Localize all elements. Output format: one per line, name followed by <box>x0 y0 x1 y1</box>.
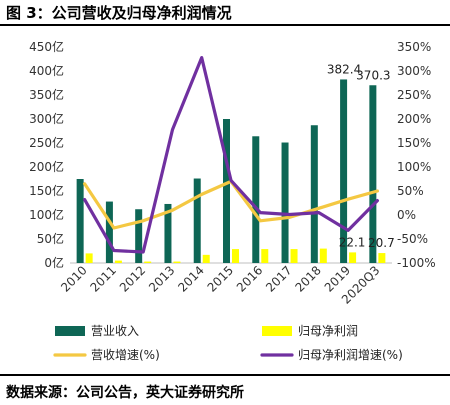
right-axis-tick: 350% <box>397 40 431 54</box>
net-profit-bar <box>114 260 122 263</box>
net-profit-bar <box>378 253 386 263</box>
revenue-bar <box>135 209 143 263</box>
legend-label: 营收增速(%) <box>91 348 160 362</box>
legend-label: 归母净利润 <box>298 324 358 338</box>
left-axis-tick: 450亿 <box>29 39 64 54</box>
revenue-bar <box>223 119 230 263</box>
left-axis-tick: 150亿 <box>29 183 64 198</box>
legend-swatch <box>262 326 292 336</box>
right-axis-tick: 0% <box>397 208 416 222</box>
net-profit-bar <box>85 253 93 263</box>
revenue-profit-chart: 0亿 50亿 100亿 150亿 200亿 250亿 300亿 350亿 400亿 450亿 -10… <box>29 39 436 362</box>
revenue-bar <box>252 136 260 263</box>
figure-title-bar: 图 3：公司营收及归母净利润情况 <box>0 0 450 26</box>
legend-label: 营业收入 <box>91 324 139 338</box>
x-axis-tick: 2017 <box>263 263 294 294</box>
left-axis-tick: 350亿 <box>29 87 64 102</box>
net-profit-bar <box>290 249 298 263</box>
data-label: 370.3 <box>356 68 390 82</box>
x-axis-tick: 2014 <box>175 263 206 294</box>
net-profit-bar <box>202 254 210 263</box>
right-axis-tick: 250% <box>397 88 431 102</box>
left-axis-tick: 100亿 <box>29 207 64 222</box>
net-profit-bar <box>261 249 269 263</box>
revenue-bar <box>76 179 84 263</box>
revenue-bar <box>164 203 172 263</box>
left-axis-tick: 200亿 <box>29 159 64 174</box>
figure-title: 图 3：公司营收及归母净利润情况 <box>6 4 232 22</box>
right-axis-tick: 150% <box>397 136 431 150</box>
left-axis-tick: 0亿 <box>44 255 64 270</box>
source-note: 数据来源：公司公告，英大证券研究所 <box>6 385 244 401</box>
right-axis-tick: 100% <box>397 160 431 174</box>
left-axis-tick: 300亿 <box>29 111 64 126</box>
x-axis-tick: 2015 <box>205 263 236 294</box>
net-profit-bar <box>144 261 152 263</box>
right-axis-tick: 300% <box>397 64 431 78</box>
legend-label: 归母净利润增速(%) <box>298 348 403 362</box>
left-axis-tick: 400亿 <box>29 63 64 78</box>
left-axis-tick: 250亿 <box>29 135 64 150</box>
x-axis-tick: 2013 <box>146 263 177 294</box>
right-axis-tick: -100% <box>397 256 436 270</box>
revenue-bar <box>369 85 377 263</box>
revenue-bar <box>340 79 348 263</box>
right-axis-tick: -50% <box>397 232 428 246</box>
right-axis-tick: 200% <box>397 112 431 126</box>
legend-swatch <box>55 326 85 336</box>
net-profit-bar <box>173 261 181 263</box>
revenue-bar <box>193 178 201 263</box>
data-label: 20.7 <box>368 236 395 250</box>
revenue-bar <box>105 201 113 263</box>
x-axis-tick: 2018 <box>292 263 323 294</box>
x-axis-tick: 2011 <box>88 263 119 294</box>
net-profit-bar <box>232 249 239 263</box>
revenue-bar <box>310 125 318 264</box>
data-label: 22.1 <box>339 235 366 249</box>
left-axis-tick: 50亿 <box>37 231 64 246</box>
source-bar: 数据来源：公司公告，英大证券研究所 <box>0 374 450 405</box>
x-axis-tick: 2016 <box>234 263 265 294</box>
data-label: 382.4 <box>327 62 361 76</box>
net-profit-bar <box>349 252 357 263</box>
x-axis-tick: 2012 <box>117 263 148 294</box>
revenue-bar <box>281 142 289 263</box>
net-profit-growth-line <box>82 56 379 254</box>
net-profit-bar <box>319 248 327 263</box>
right-axis-tick: 50% <box>397 184 424 198</box>
